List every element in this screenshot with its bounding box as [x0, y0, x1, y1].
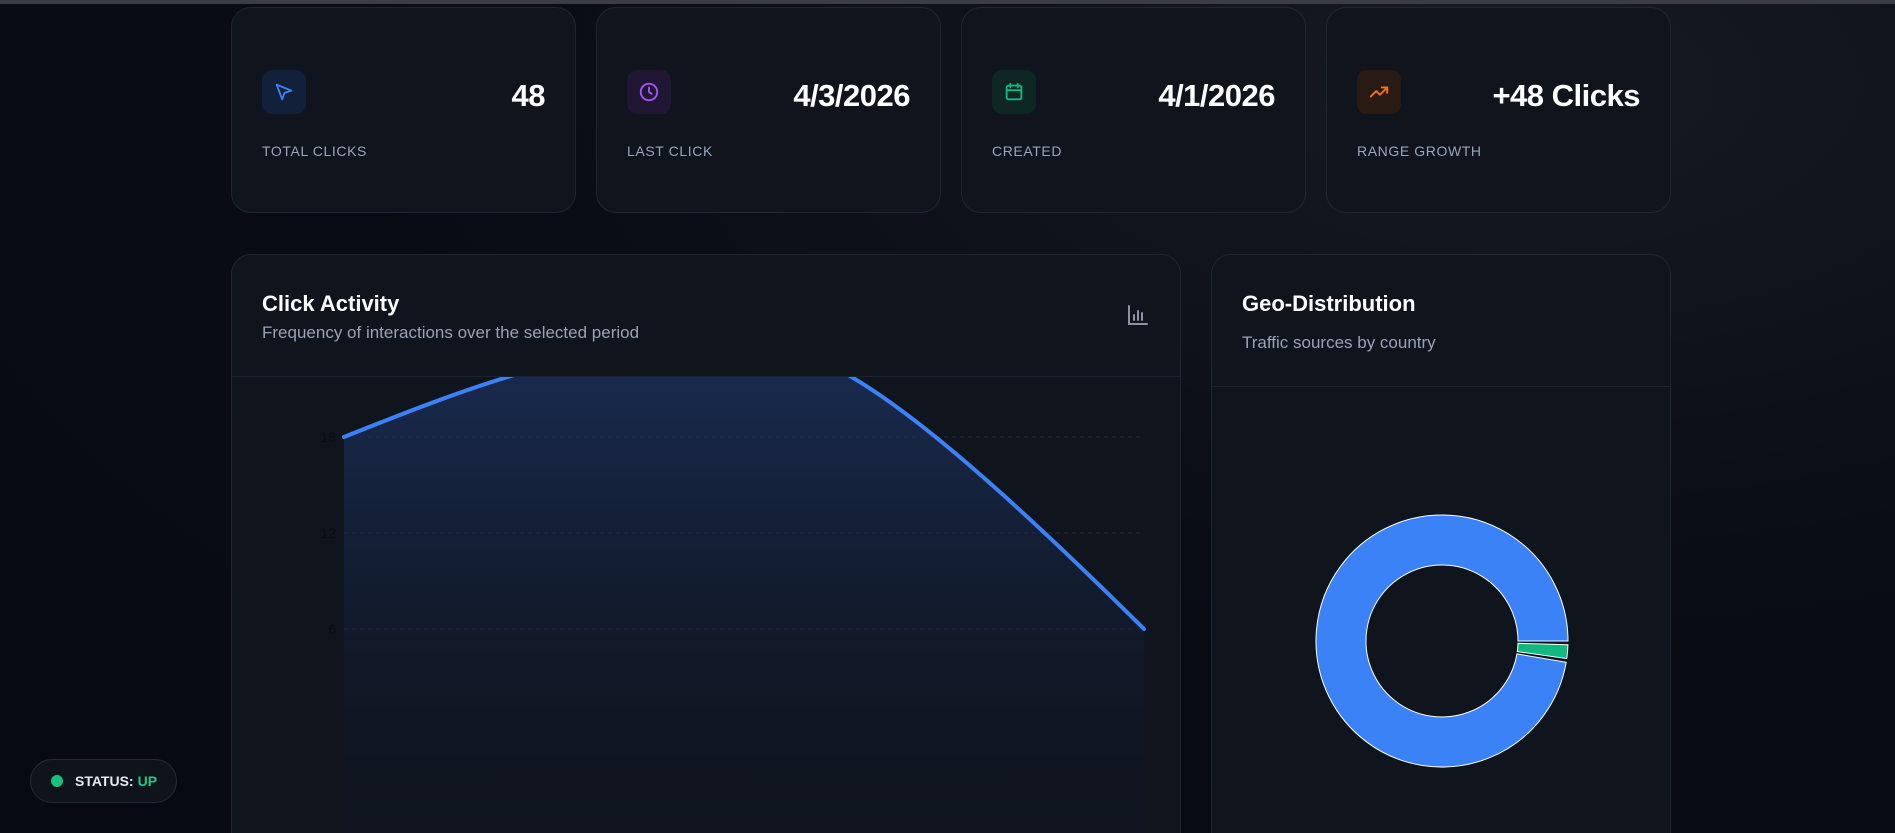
status-label: STATUS: [75, 773, 134, 789]
y-tick-label: 18 [320, 429, 336, 445]
panel-subtitle: Frequency of interactions over the selec… [262, 323, 640, 342]
window-top-border [0, 0, 1895, 4]
donut-slice-primary[interactable] [1315, 514, 1569, 768]
stat-label: RANGE GROWTH [1357, 143, 1482, 159]
panel-divider [1212, 386, 1670, 387]
panel-subtitle: Traffic sources by country [1242, 333, 1436, 352]
trending-up-icon [1357, 70, 1401, 114]
status-indicator: STATUS: UP [30, 759, 177, 803]
geo-distribution-panel: Geo-Distribution Traffic sources by coun… [1211, 254, 1671, 833]
calendar-icon [992, 70, 1036, 114]
stat-value: 4/1/2026 [1158, 78, 1275, 113]
y-tick-label: 6 [328, 621, 336, 637]
stat-label: CREATED [992, 143, 1063, 159]
y-tick-label: 12 [320, 525, 336, 541]
stat-label: LAST CLICK [627, 143, 713, 159]
stat-value: 48 [511, 78, 546, 113]
series-line [342, 377, 1146, 631]
stat-value: 4/3/2026 [793, 78, 910, 113]
panel-title: Geo-Distribution [1242, 291, 1416, 316]
stat-card-created: 4/1/2026 CREATED [961, 7, 1306, 213]
stat-value: +48 Clicks [1492, 78, 1640, 113]
status-value: UP [137, 773, 158, 789]
cursor-icon [262, 70, 306, 114]
geo-donut-chart [1315, 514, 1569, 768]
stat-card-last-click: 4/3/2026 LAST CLICK [596, 7, 941, 213]
panel-title: Click Activity [262, 291, 400, 316]
bar-chart-icon[interactable] [1126, 303, 1150, 332]
status-dot [51, 775, 63, 787]
area-fill [344, 377, 1144, 833]
stat-card-range-growth: +48 Clicks RANGE GROWTH [1326, 7, 1671, 213]
clock-icon [627, 70, 671, 114]
click-activity-panel: Click Activity Frequency of interactions… [231, 254, 1181, 833]
click-activity-chart: 2418126 [320, 377, 1146, 833]
stat-label: TOTAL CLICKS [262, 143, 367, 159]
stat-card-total-clicks: 48 TOTAL CLICKS [231, 7, 576, 213]
donut-slice-secondary[interactable] [1516, 642, 1569, 660]
